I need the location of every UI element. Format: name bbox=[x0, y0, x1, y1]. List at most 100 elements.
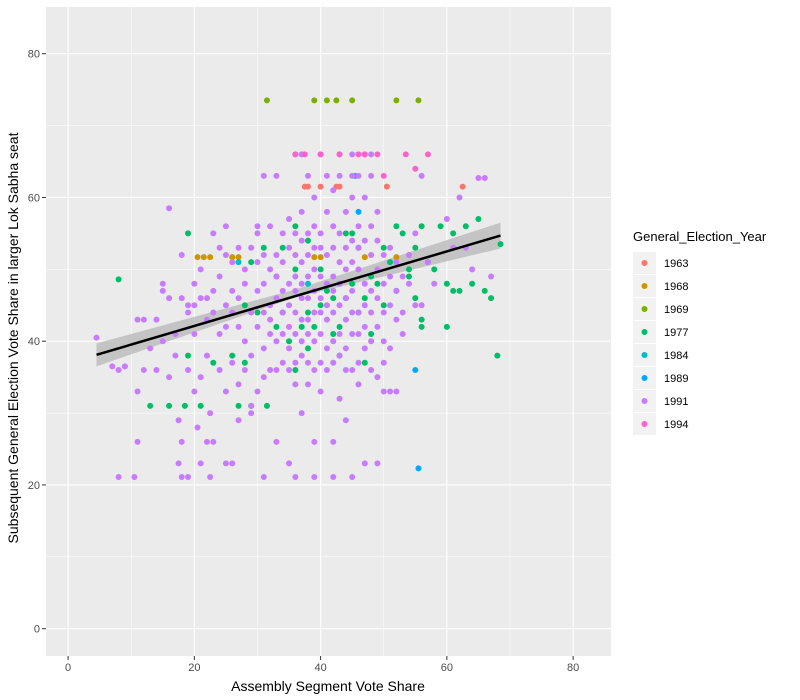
point-1991 bbox=[380, 251, 387, 258]
point-1977 bbox=[380, 302, 387, 309]
point-1991 bbox=[405, 280, 412, 287]
point-1991 bbox=[159, 338, 166, 345]
legend-label-1991: 1991 bbox=[664, 396, 688, 408]
point-1991 bbox=[197, 460, 204, 467]
y-tick-label: 60 bbox=[28, 192, 40, 204]
point-1977 bbox=[166, 402, 173, 409]
point-1991 bbox=[248, 244, 255, 251]
point-1991 bbox=[387, 388, 394, 395]
point-1989 bbox=[412, 366, 419, 373]
point-1991 bbox=[166, 295, 173, 302]
point-1991 bbox=[330, 187, 337, 194]
legend-label-1984: 1984 bbox=[664, 350, 688, 362]
point-1991 bbox=[254, 230, 261, 237]
point-1991 bbox=[317, 388, 324, 395]
point-1991 bbox=[248, 410, 255, 417]
point-1977 bbox=[304, 345, 311, 352]
grid-lines bbox=[46, 7, 611, 656]
point-1991 bbox=[203, 295, 210, 302]
point-1991 bbox=[336, 259, 343, 266]
point-1991 bbox=[159, 287, 166, 294]
legend-label-1968: 1968 bbox=[664, 281, 688, 293]
point-1991 bbox=[330, 359, 337, 366]
point-1969 bbox=[415, 97, 422, 104]
point-1991 bbox=[222, 323, 229, 330]
point-1977 bbox=[304, 237, 311, 244]
point-1968 bbox=[207, 254, 214, 261]
point-1991 bbox=[222, 460, 229, 467]
point-1977 bbox=[405, 273, 412, 280]
point-1991 bbox=[147, 345, 154, 352]
point-1991 bbox=[254, 259, 261, 266]
point-1991 bbox=[317, 359, 324, 366]
point-1977 bbox=[292, 266, 299, 273]
point-1991 bbox=[349, 259, 356, 266]
point-1991 bbox=[222, 388, 229, 395]
point-1991 bbox=[361, 237, 368, 244]
point-1991 bbox=[323, 172, 330, 179]
legend-swatch-1989 bbox=[641, 375, 648, 381]
point-1991 bbox=[134, 438, 141, 445]
point-1991 bbox=[222, 251, 229, 258]
point-1991 bbox=[273, 438, 280, 445]
y-tick-label: 0 bbox=[34, 624, 40, 636]
point-1991 bbox=[374, 460, 381, 467]
point-1991 bbox=[194, 424, 201, 431]
legend-label-1963: 1963 bbox=[664, 258, 688, 270]
point-1991 bbox=[368, 366, 375, 373]
point-1991 bbox=[279, 287, 286, 294]
point-1991 bbox=[286, 366, 293, 373]
point-1969 bbox=[393, 97, 400, 104]
point-1991 bbox=[355, 223, 362, 230]
legend-swatch-1969 bbox=[641, 306, 648, 312]
point-1991 bbox=[203, 352, 210, 359]
point-1968 bbox=[194, 254, 201, 261]
point-1991 bbox=[286, 216, 293, 223]
point-1994 bbox=[402, 151, 409, 158]
point-1991 bbox=[267, 331, 274, 338]
point-1991 bbox=[361, 323, 368, 330]
point-1991 bbox=[380, 388, 387, 395]
point-1991 bbox=[304, 273, 311, 280]
point-1991 bbox=[292, 359, 299, 366]
point-1991 bbox=[153, 316, 160, 323]
point-1991 bbox=[311, 366, 318, 373]
point-1991 bbox=[131, 474, 138, 481]
point-1977 bbox=[147, 402, 154, 409]
point-1994 bbox=[374, 151, 381, 158]
point-1977 bbox=[115, 276, 122, 283]
point-1991 bbox=[387, 302, 394, 309]
point-1977 bbox=[185, 230, 192, 237]
point-1977 bbox=[412, 244, 419, 251]
point-1991 bbox=[235, 244, 242, 251]
point-1991 bbox=[273, 273, 280, 280]
point-1991 bbox=[374, 208, 381, 215]
point-1977 bbox=[469, 280, 476, 287]
point-1977 bbox=[456, 287, 463, 294]
point-1989 bbox=[415, 465, 422, 472]
point-1991 bbox=[349, 237, 356, 244]
point-1991 bbox=[273, 251, 280, 258]
point-1991 bbox=[279, 309, 286, 316]
point-1977 bbox=[450, 287, 457, 294]
legend-label-1969: 1969 bbox=[664, 304, 688, 316]
point-1991 bbox=[134, 316, 141, 323]
point-1991 bbox=[191, 388, 198, 395]
point-1977 bbox=[323, 287, 330, 294]
point-1991 bbox=[412, 302, 419, 309]
point-1991 bbox=[317, 244, 324, 251]
point-1991 bbox=[311, 438, 318, 445]
point-1984 bbox=[235, 259, 242, 266]
point-1991 bbox=[380, 359, 387, 366]
point-1991 bbox=[330, 273, 337, 280]
point-1991 bbox=[368, 309, 375, 316]
point-1977 bbox=[361, 359, 368, 366]
point-1977 bbox=[292, 223, 299, 230]
point-1991 bbox=[355, 172, 362, 179]
point-1991 bbox=[216, 244, 223, 251]
point-1991 bbox=[286, 302, 293, 309]
point-1991 bbox=[115, 474, 122, 481]
point-1991 bbox=[418, 172, 425, 179]
point-1991 bbox=[298, 259, 305, 266]
